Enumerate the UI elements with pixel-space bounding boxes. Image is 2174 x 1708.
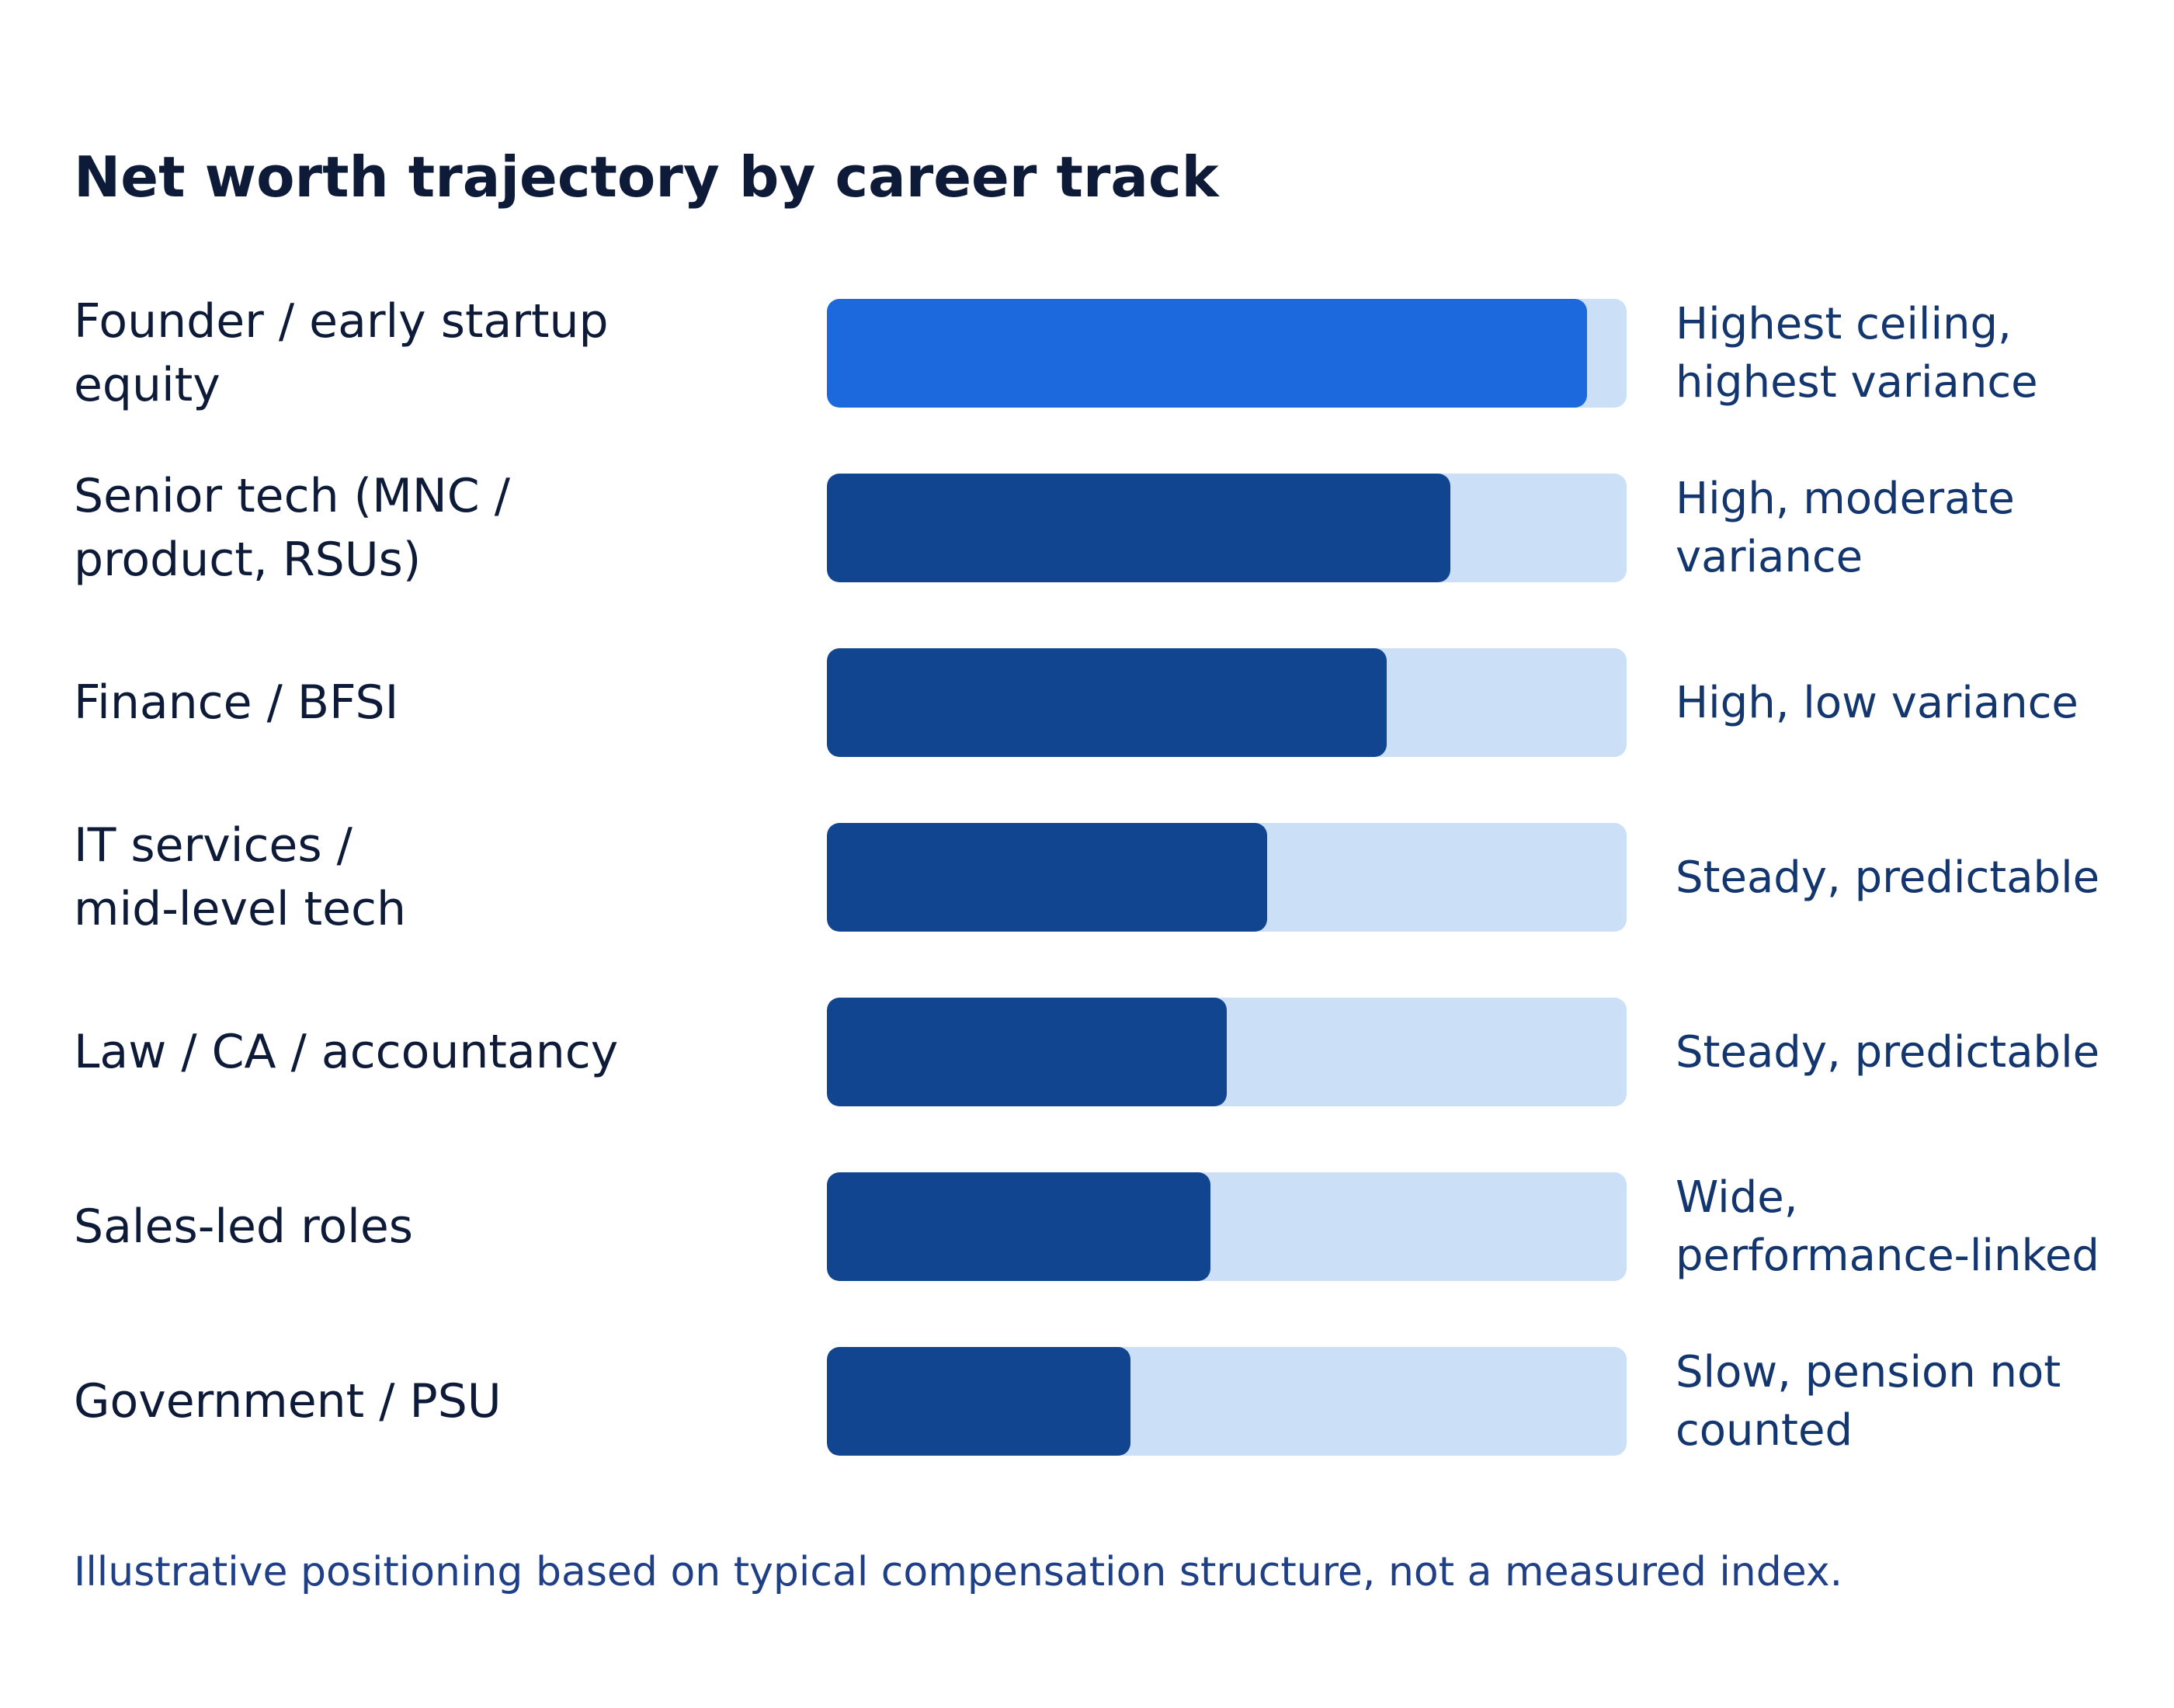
bar-track xyxy=(827,823,1627,932)
category-label: Law / CA / accountancy xyxy=(74,1025,619,1079)
bar-row: Finance / BFSI High, low variance xyxy=(0,648,2174,757)
category-label: Finance / BFSI xyxy=(74,675,399,730)
bar-annotation: High, moderate variance xyxy=(1676,474,2015,582)
bar-row: Senior tech (MNC / product, RSUs) High, m… xyxy=(0,469,2174,587)
category-label: Government / PSU xyxy=(74,1374,502,1429)
bar-track xyxy=(827,299,1627,408)
bar-row: Government / PSU Slow, pension not counte… xyxy=(0,1347,2174,1456)
bar xyxy=(827,648,1387,757)
bar-annotation: Steady, predictable xyxy=(1676,1026,2100,1078)
bar-track xyxy=(827,998,1627,1106)
bar xyxy=(827,1172,1210,1281)
bar xyxy=(827,998,1227,1106)
bar-annotation: Highest ceiling, highest variance xyxy=(1676,299,2038,408)
bar xyxy=(827,823,1267,932)
bar-annotation: Wide, performance-linked xyxy=(1676,1172,2099,1281)
bar-row: Founder / early startup equity Highest ce… xyxy=(0,294,2174,412)
category-label: Senior tech (MNC / product, RSUs) xyxy=(74,469,510,587)
category-label: IT services / mid-level tech xyxy=(74,818,407,936)
category-label: Founder / early startup equity xyxy=(74,294,609,412)
bar-row: Law / CA / accountancy Steady, predictabl… xyxy=(0,998,2174,1106)
chart-footnote: Illustrative positioning based on typica… xyxy=(74,1549,1843,1595)
bar-row: Sales-led roles Wide, performance-linked xyxy=(0,1172,2174,1281)
chart-title: Net worth trajectory by career track xyxy=(74,144,1219,210)
category-label: Sales-led roles xyxy=(74,1199,413,1254)
bar-track xyxy=(827,474,1627,582)
bar xyxy=(827,474,1450,582)
bar xyxy=(827,1347,1130,1456)
bar-annotation: High, low variance xyxy=(1676,677,2078,728)
bar-annotation: Slow, pension not counted xyxy=(1676,1347,2061,1456)
bar-row: IT services / mid-level tech Steady, pred… xyxy=(0,818,2174,936)
bar-track xyxy=(827,1172,1627,1281)
bar xyxy=(827,299,1587,408)
bar-track xyxy=(827,1347,1627,1456)
bar-annotation: Steady, predictable xyxy=(1676,852,2100,903)
bar-track xyxy=(827,648,1627,757)
